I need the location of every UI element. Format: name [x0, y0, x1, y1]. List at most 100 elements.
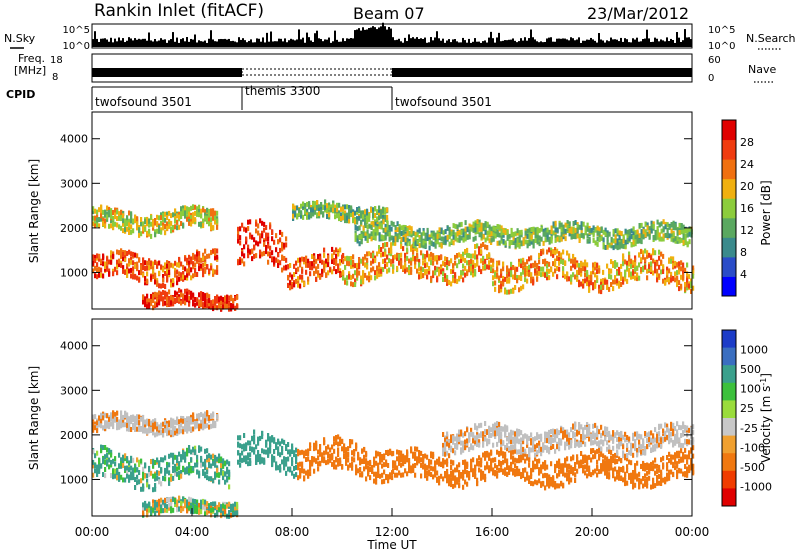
scatter-cell	[414, 463, 417, 468]
scatter-cell	[462, 263, 465, 269]
scatter-cell	[329, 447, 332, 453]
scatter-cell	[436, 267, 439, 273]
scatter-cell	[420, 236, 423, 242]
scatter-cell	[348, 271, 351, 277]
scatter-cell	[368, 223, 371, 229]
scatter-cell	[285, 236, 288, 242]
scatter-cell	[642, 254, 645, 260]
scatter-cell	[110, 223, 113, 229]
power-colorbar-swatch	[722, 256, 736, 277]
scatter-cell	[152, 298, 155, 303]
scatter-cell	[362, 232, 365, 238]
scatter-cell	[361, 472, 364, 478]
scatter-cell	[462, 228, 465, 234]
scatter-cell	[376, 230, 379, 236]
scatter-cell	[386, 262, 389, 267]
scatter-cell	[626, 229, 629, 235]
scatter-cell	[232, 303, 235, 309]
scatter-cell	[386, 207, 389, 213]
scatter-cell	[610, 237, 613, 243]
scatter-cell	[402, 265, 405, 271]
scatter-cell	[148, 501, 151, 507]
scatter-cell	[198, 415, 201, 421]
scatter-cell	[410, 266, 413, 272]
scatter-cell	[180, 454, 183, 460]
scatter-cell	[316, 200, 319, 205]
scatter-cell	[136, 414, 139, 420]
scatter-cell	[196, 211, 199, 217]
scatter-cell	[251, 447, 254, 452]
scatter-cell	[104, 424, 107, 429]
scatter-cell	[390, 220, 393, 226]
scatter-cell	[142, 486, 145, 492]
scatter-cell	[504, 276, 507, 282]
scatter-cell	[122, 221, 125, 227]
nsky-bar	[620, 37, 622, 47]
scatter-cell	[492, 236, 495, 242]
scatter-cell	[259, 218, 262, 224]
scatter-cell	[188, 445, 191, 450]
scatter-cell	[271, 256, 274, 262]
scatter-cell	[345, 453, 348, 459]
scatter-cell	[530, 234, 533, 240]
scatter-cell	[122, 252, 125, 257]
nsky-bar	[154, 38, 156, 47]
scatter-cell	[194, 449, 197, 455]
scatter-cell	[154, 499, 157, 505]
scatter-cell	[614, 228, 617, 234]
scatter-cell	[356, 272, 359, 278]
scatter-cell	[354, 282, 357, 287]
nsky-bar	[412, 37, 414, 47]
scatter-cell	[186, 209, 189, 215]
scatter-cell	[293, 263, 296, 269]
scatter-cell	[118, 250, 121, 256]
scatter-cell	[361, 448, 364, 454]
nsky-bar	[580, 42, 582, 47]
scatter-cell	[570, 226, 573, 232]
scatter-cell	[640, 267, 643, 272]
scatter-cell	[226, 459, 229, 465]
scatter-cell	[666, 273, 669, 279]
scatter-cell	[337, 251, 340, 257]
scatter-cell	[92, 427, 95, 433]
scatter-cell	[124, 456, 127, 462]
scatter-cell	[216, 210, 219, 216]
scatter-cell	[94, 223, 97, 229]
scatter-cell	[482, 223, 485, 229]
scatter-cell	[590, 271, 593, 277]
power-ylabel: Slant Range [km]	[27, 159, 41, 263]
scatter-cell	[132, 270, 135, 276]
nsky-bar	[300, 39, 302, 47]
scatter-cell	[315, 268, 318, 274]
scatter-cell	[210, 249, 213, 255]
scatter-cell	[674, 277, 677, 283]
nsky-bar	[214, 41, 216, 47]
nsky-bar	[298, 29, 300, 47]
scatter-cell	[398, 455, 401, 461]
scatter-cell	[570, 258, 573, 264]
scatter-cell	[96, 465, 99, 471]
scatter-cell	[208, 505, 211, 511]
scatter-cell	[381, 454, 384, 460]
scatter-cell	[350, 281, 353, 287]
scatter-cell	[584, 259, 587, 265]
scatter-cell	[478, 249, 481, 255]
scatter-cell	[303, 468, 306, 474]
scatter-cell	[323, 252, 326, 258]
nsky-bar	[572, 38, 574, 47]
scatter-cell	[552, 261, 555, 267]
nsky-bar	[270, 31, 272, 47]
scatter-cell	[120, 415, 123, 421]
scatter-cell	[281, 241, 284, 247]
scatter-cell	[186, 425, 189, 431]
scatter-cell	[628, 267, 631, 273]
scatter-cell	[247, 455, 250, 461]
scatter-cell	[658, 236, 661, 242]
scatter-cell	[410, 468, 413, 474]
scatter-cell	[154, 272, 157, 278]
scatter-cell	[630, 258, 633, 264]
scatter-cell	[152, 265, 155, 271]
scatter-cell	[658, 249, 661, 255]
scatter-cell	[470, 266, 473, 272]
scatter-cell	[166, 268, 169, 274]
